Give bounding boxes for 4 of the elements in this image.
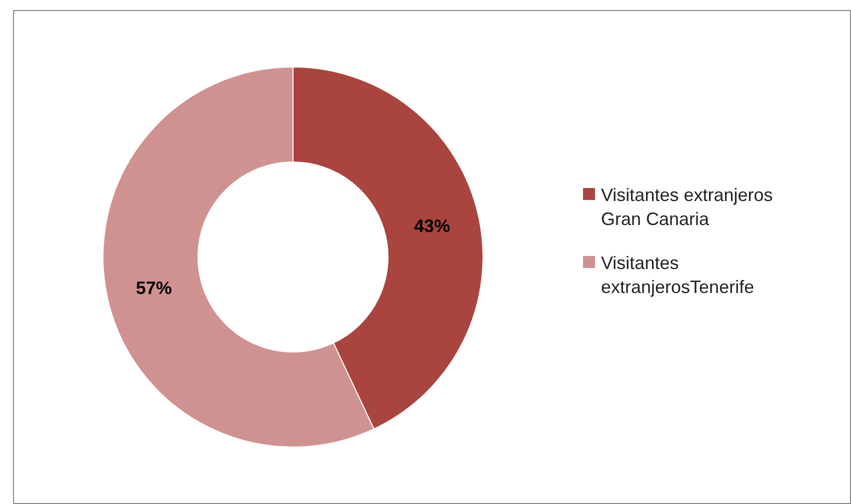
legend-label: Visitantes extranjeros Gran Canaria — [601, 185, 773, 229]
legend-label: Visitantes extranjerosTenerife — [601, 253, 754, 297]
data-label: 57% — [136, 278, 172, 298]
data-label: 43% — [414, 216, 450, 236]
